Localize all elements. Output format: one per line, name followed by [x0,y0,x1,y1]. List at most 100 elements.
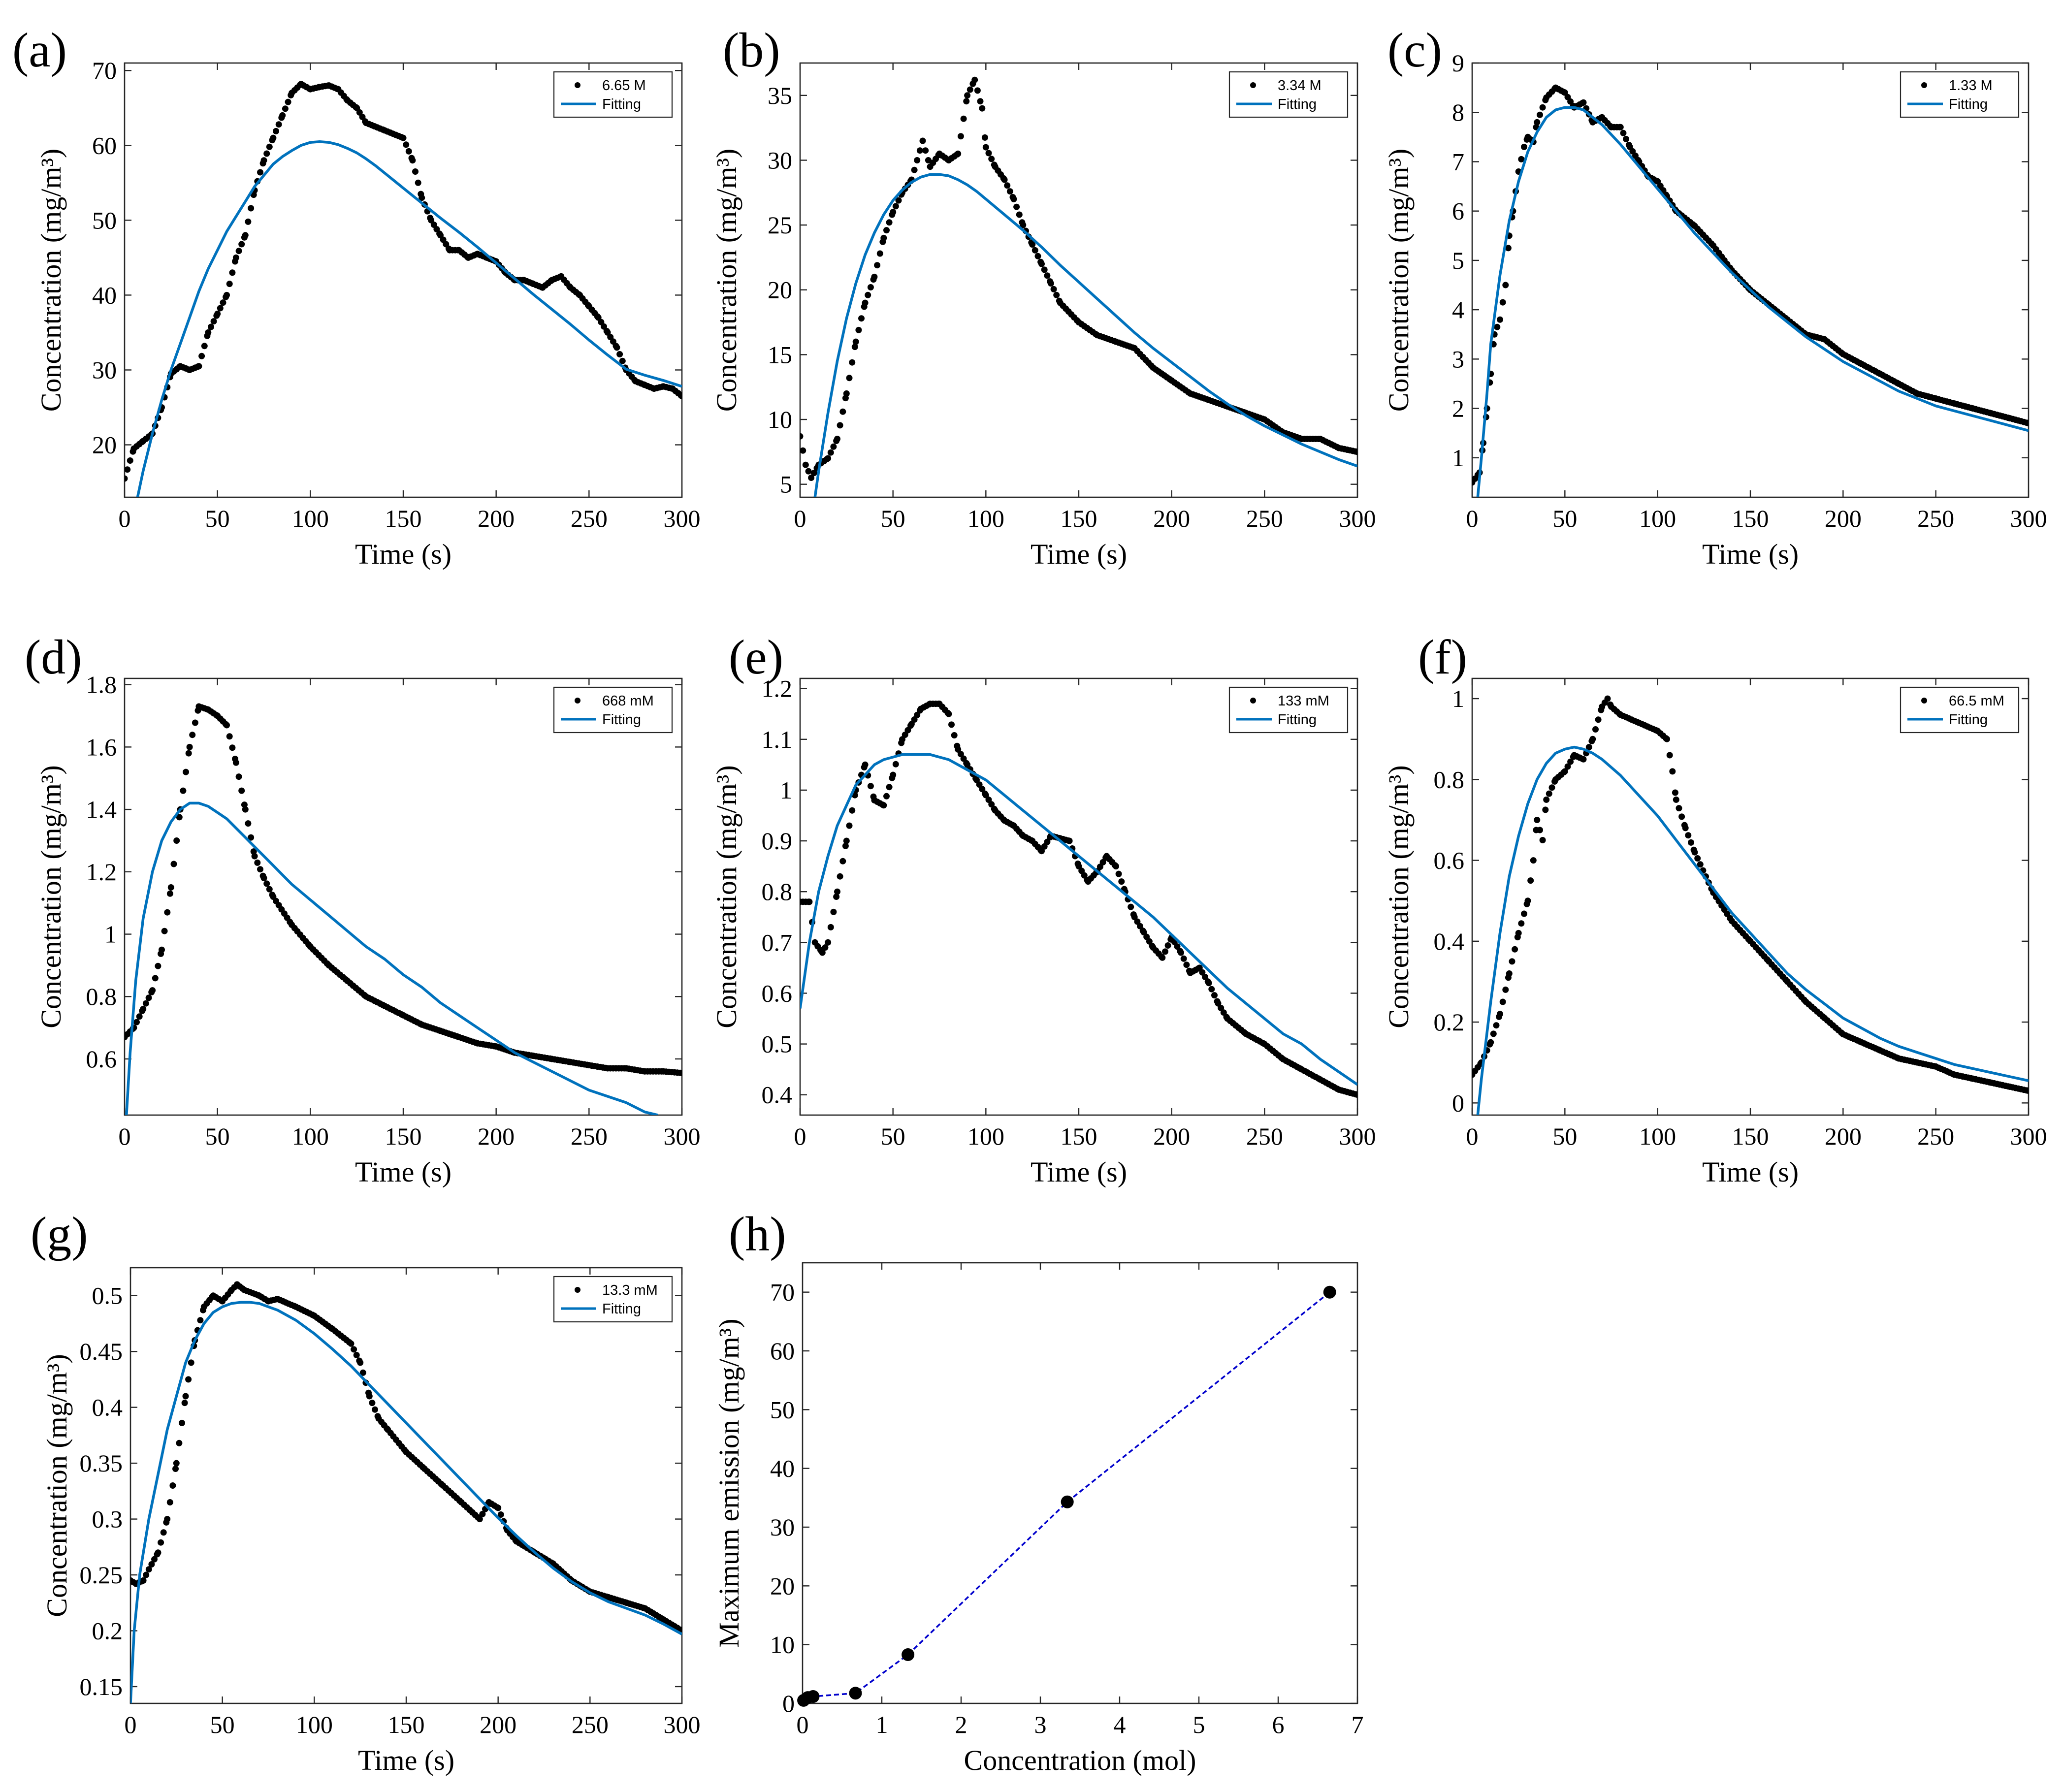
data-point [357,1359,364,1366]
data-point [1038,848,1045,855]
data-point [366,1393,373,1400]
data-point [876,250,883,257]
data-point [1178,949,1184,956]
data-point [270,134,277,141]
data-point [1038,260,1045,267]
legend-point-swatch [1250,82,1256,88]
data-point [260,875,267,881]
data-point [830,908,837,915]
panel-f-axes [1471,677,2030,1116]
data-point [1518,156,1525,162]
panel-c: (c) 0 50 100 150 200 250 300 1 2 3 4 5 6 7 8 9 Time (s) Co… [1383,23,2047,570]
data-marker [1061,1495,1074,1508]
y-tick-label: 25 [768,211,792,239]
y-tick-label: 1.2 [762,675,793,703]
panel-e: (e) 0 50 100 150 200 250 300 0.4 0.5 0.6 0.7 0.8 0.9 1… [710,630,1376,1188]
x-tick-label: 50 [881,1122,905,1150]
data-point [678,1070,682,1076]
legend-line-label: Fitting [1278,96,1317,112]
x-tick-label: 50 [881,505,905,532]
data-point [964,92,971,99]
data-point [1691,849,1698,856]
data-point [158,1539,164,1546]
data-point [951,732,958,738]
data-point [145,1566,152,1573]
panel-h: (h)0 1 2 3 4 5 6 7010203040506070Concentration … [713,1207,1364,1776]
x-axis-title: Time (s) [1031,1156,1127,1188]
data-point [1137,923,1143,929]
legend-box [1228,71,1349,118]
data-point [1180,955,1187,962]
data-point [224,722,230,729]
legend: 133 mM Fitting [1228,686,1349,734]
data-point [1143,933,1150,940]
data-point [266,886,273,893]
data-point [855,326,862,333]
y-tick-label: 0.25 [80,1561,123,1589]
data-point [1020,222,1027,228]
panel-h-axes [802,1262,1358,1704]
x-tick-label: 100 [296,1711,333,1738]
legend-points-label: 1.33 M [1949,78,1993,94]
data-point [173,837,180,844]
x-axis-title: Time (s) [1702,1156,1799,1188]
data-point [166,1499,173,1505]
data-point [176,814,183,821]
panel-d-axes [124,677,683,1116]
panel-b-axes [799,62,1358,498]
y-tick-label: 8 [1452,98,1464,126]
x-tick-label: 250 [572,1711,609,1738]
data-point [232,759,239,766]
data-point [1518,920,1525,927]
legend-point-swatch [575,1287,580,1293]
data-point [979,105,986,112]
data-point [210,318,217,325]
data-point [238,787,245,794]
y-tick-label: 4 [1452,296,1464,323]
legend-box [1900,71,2020,118]
x-tick-label: 200 [1825,505,1862,532]
data-point [1004,182,1011,189]
fit-line [813,173,1357,497]
y-tick-label: 9 [1452,49,1464,77]
data-point [176,1440,183,1446]
data-point [867,284,874,290]
panel-h-letter: (h) [729,1207,786,1261]
data-point [619,357,626,364]
x-tick-label: 50 [210,1711,235,1738]
data-point [871,273,878,280]
data-point [403,141,410,148]
y-axis-title: Concentration (mg/m³) [1383,149,1415,412]
data-point [166,890,173,897]
x-tick-label: 0 [119,505,131,532]
data-point [348,1340,355,1347]
data-point [1081,872,1088,879]
fit-line [125,801,658,1115]
y-tick-label: 3 [1452,345,1464,373]
x-tick-label: 2 [955,1711,967,1738]
data-point [257,169,263,176]
x-tick-label: 100 [292,1122,329,1150]
x-tick-label: 50 [205,505,230,532]
data-point [275,121,282,128]
y-tick-label: 40 [92,281,117,309]
x-tick-label: 200 [1825,1122,1862,1150]
data-point [1487,1039,1494,1046]
data-point [982,792,989,799]
legend-point-swatch [1250,698,1256,704]
y-tick-label: 70 [92,57,117,84]
data-point [164,909,171,916]
data-point [1539,104,1546,111]
data-point [1118,878,1125,885]
x-tick-label: 3 [1034,1711,1047,1738]
x-tick-label: 0 [797,1711,809,1738]
data-point [834,436,840,442]
data-point [353,1352,360,1358]
data-point [172,1466,179,1472]
x-tick-label: 300 [664,1122,701,1150]
y-tick-label: 0.2 [1434,1008,1465,1036]
data-point [266,143,273,150]
panel-f-letter: (f) [1418,630,1467,684]
x-tick-label: 150 [385,1122,422,1150]
fit-line [130,1301,682,1703]
